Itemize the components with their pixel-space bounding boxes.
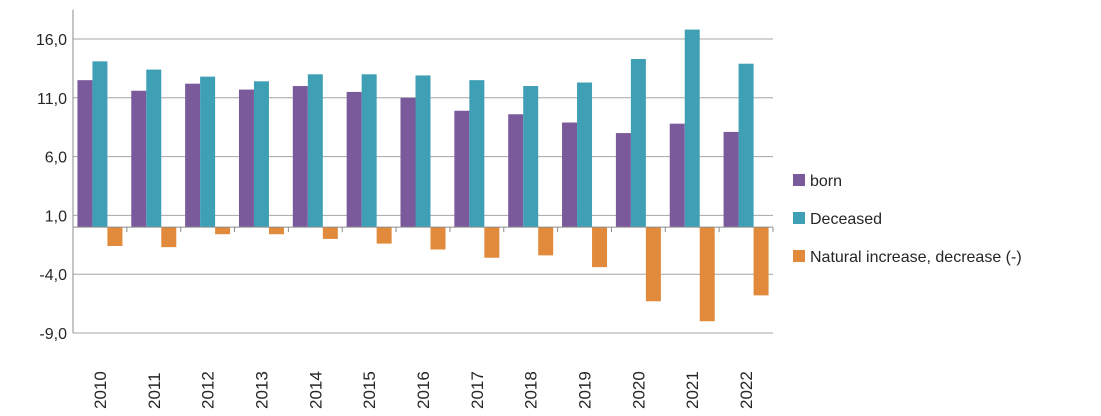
bar-natural-2014 (322, 227, 338, 239)
legend-label: Natural increase, decrease (-) (810, 249, 1022, 266)
y-tick-label: 16,0 (36, 32, 67, 49)
bar-natural-2016 (430, 227, 446, 250)
bar-natural-2018 (538, 227, 554, 256)
bar-born-2015 (346, 91, 362, 228)
bar-born-2017 (454, 110, 470, 228)
bar-born-2018 (508, 114, 524, 228)
bar-natural-2022 (753, 227, 769, 296)
bar-natural-2020 (645, 227, 661, 302)
legend-swatch (793, 250, 805, 262)
x-tick-label: 2015 (360, 371, 379, 409)
y-tick-label: 11,0 (37, 91, 67, 108)
x-tick-label: 2019 (576, 371, 595, 409)
bar-born-2022 (723, 131, 739, 228)
x-tick-label: 2022 (737, 371, 756, 409)
bar-natural-2011 (161, 227, 177, 248)
x-tick-label: 2012 (199, 371, 218, 409)
legend: born Deceased Natural increase, decrease (… (793, 173, 1022, 266)
bar-born-2019 (562, 122, 578, 228)
bar-deceased-2017 (469, 80, 485, 228)
bar-natural-2021 (699, 227, 715, 322)
bar-born-2010 (77, 80, 93, 228)
legend-label: Deceased (810, 211, 882, 228)
bar-natural-2019 (592, 227, 608, 268)
x-tick-label: 2018 (522, 371, 541, 409)
x-axis-ticks: 2010 2011 2012 2013 2014 2015 2016 2017 2018 2019… (91, 371, 756, 409)
bar-born-2013 (238, 89, 254, 228)
x-tick-label: 2013 (252, 371, 271, 409)
y-tick-label: -9,0 (39, 326, 67, 343)
bar-born-2020 (615, 133, 631, 228)
bar-born-2016 (400, 97, 416, 228)
bar-deceased-2014 (307, 74, 323, 228)
x-tick-label: 2017 (468, 371, 487, 409)
bar-deceased-2021 (684, 29, 700, 228)
bar-deceased-2020 (630, 58, 646, 228)
x-tick-label: 2011 (145, 372, 164, 409)
bar-deceased-2013 (253, 81, 269, 228)
x-tick-label: 2021 (683, 371, 702, 409)
y-tick-label: 6,0 (45, 150, 67, 167)
bar-natural-2017 (484, 227, 500, 258)
bar-natural-2012 (215, 227, 231, 235)
bar-deceased-2019 (577, 82, 593, 228)
x-tick-label: 2010 (91, 371, 110, 409)
bar-natural-2015 (376, 227, 392, 244)
bar-deceased-2011 (146, 69, 162, 228)
bar-born-2014 (292, 86, 308, 228)
y-axis-ticks: 16,0 11,0 6,0 1,0 -4,0 -9,0 (36, 32, 67, 343)
bar-deceased-2010 (92, 61, 108, 228)
bars (77, 29, 769, 322)
bar-deceased-2012 (200, 76, 216, 228)
legend-label: born (810, 173, 842, 190)
bar-born-2012 (185, 83, 201, 228)
x-tick-label: 2020 (629, 371, 648, 409)
legend-swatch (793, 174, 805, 186)
bar-deceased-2016 (415, 75, 431, 228)
y-tick-label: 1,0 (45, 208, 67, 225)
bar-natural-2013 (268, 227, 284, 235)
bar-deceased-2018 (523, 86, 539, 228)
bar-born-2021 (669, 123, 685, 228)
bar-natural-2010 (107, 227, 123, 246)
bar-deceased-2022 (738, 63, 754, 228)
x-tick-label: 2014 (306, 371, 325, 409)
x-tick-label: 2016 (414, 371, 433, 409)
axes (72, 9, 774, 333)
legend-swatch (793, 212, 805, 224)
bar-born-2011 (131, 90, 147, 228)
bar-deceased-2015 (361, 74, 377, 228)
y-tick-label: -4,0 (39, 267, 67, 284)
